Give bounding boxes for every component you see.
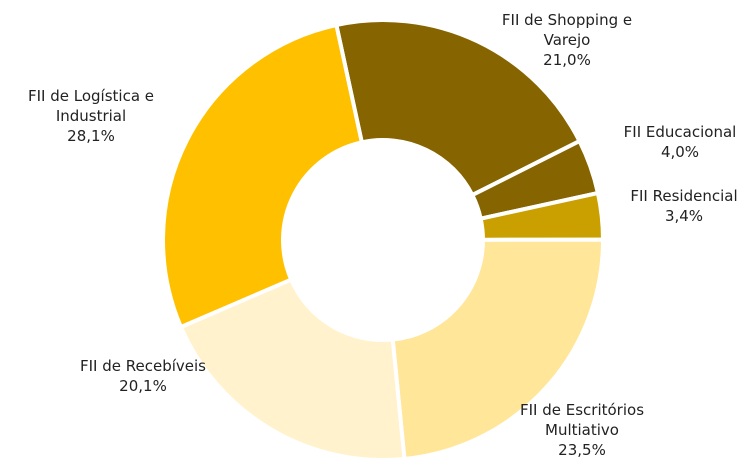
slice-label: FII de Shopping e Varejo 21,0% [492,10,642,70]
value-label: 23,5% [558,441,606,459]
value-label: 4,0% [660,143,700,161]
slice-label: FII de Recebíveis 20,1% [80,356,206,396]
category-label: FII de Recebíveis [80,357,206,375]
slice [390,237,606,462]
category-label: FII Residencial [630,187,738,205]
value-label: 21,0% [543,51,591,69]
category-label: FII Educacional [623,123,737,141]
slice [161,22,365,330]
category-label: FII de Logística e Industrial [27,87,155,125]
slice-label: FII Residencial 3,4% [630,186,737,226]
slice [333,18,583,198]
category-label: FII de Escritórios Multiativo [519,401,645,439]
slice-label: FII Educacional 4,0% [624,122,737,162]
slice-label: FII de Logística e Industrial 28,1% [16,86,166,146]
category-label: FII de Shopping e Varejo [501,11,633,49]
value-label: 20,1% [119,377,167,395]
slice-label: FII de Escritórios Multiativo 23,5% [507,400,657,460]
value-label: 3,4% [664,207,704,225]
slice [178,276,407,462]
value-label: 28,1% [67,127,115,145]
